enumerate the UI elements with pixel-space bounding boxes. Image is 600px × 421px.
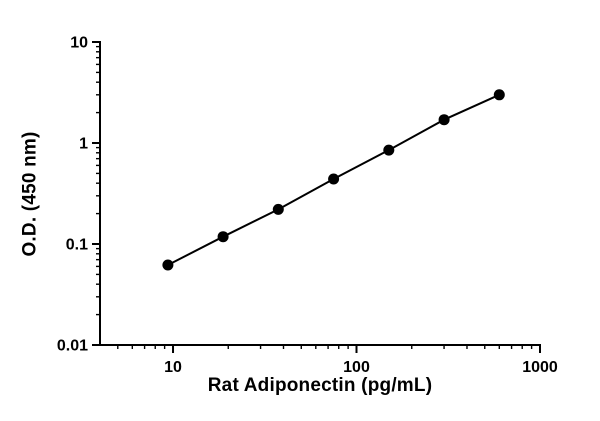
data-point — [328, 173, 340, 185]
data-point — [438, 114, 450, 126]
data-point — [217, 231, 229, 243]
x-axis-title: Rat Adiponectin (pg/mL) — [207, 375, 433, 396]
x-tick-label: 100 — [343, 359, 370, 376]
y-tick-label: 0.01 — [57, 338, 88, 355]
data-point — [493, 89, 505, 101]
y-tick-label: 0.1 — [66, 237, 88, 254]
y-tick-label: 10 — [70, 35, 88, 52]
x-tick-label: 10 — [164, 359, 182, 376]
data-point — [272, 203, 284, 215]
data-point — [383, 144, 395, 156]
x-tick-label: 1000 — [522, 359, 558, 376]
y-axis-title: O.D. (450 nm) — [19, 131, 41, 257]
y-tick-label: 1 — [79, 136, 88, 153]
data-point — [162, 259, 174, 271]
